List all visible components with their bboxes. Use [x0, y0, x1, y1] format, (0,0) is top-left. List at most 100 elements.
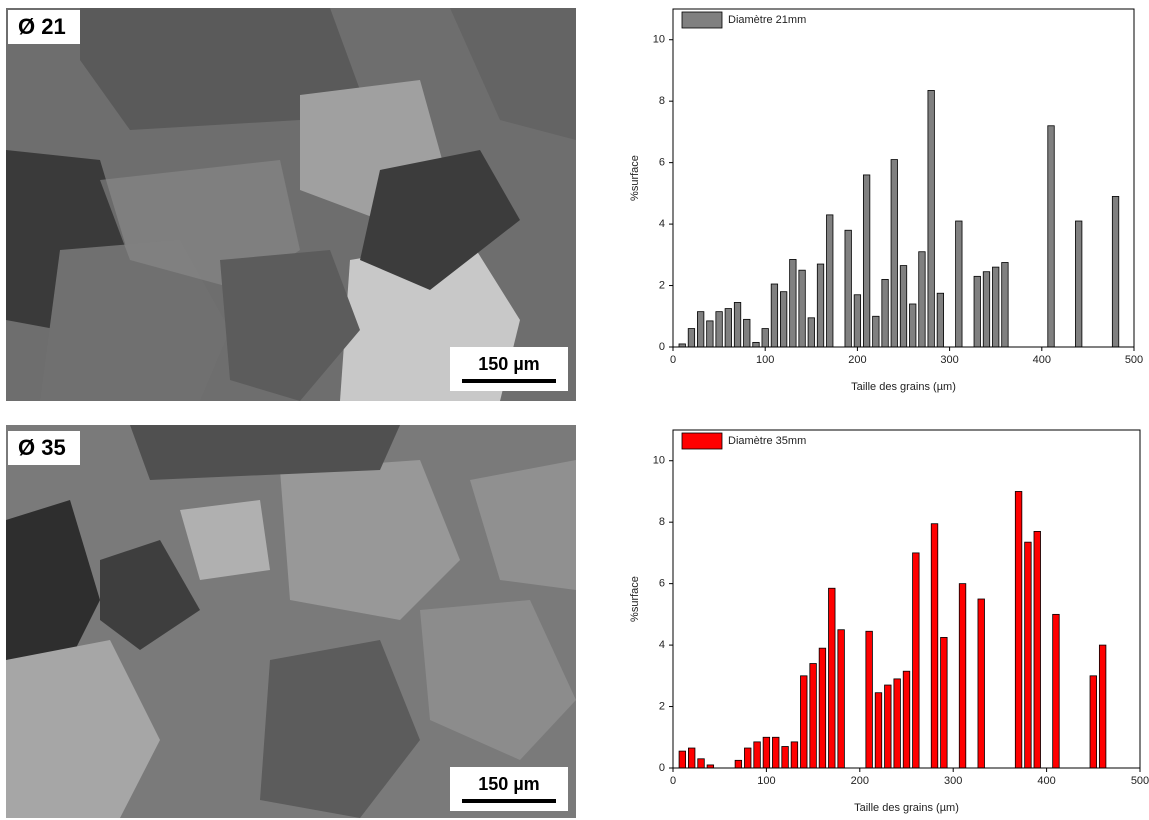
bar — [761, 328, 769, 348]
bar — [918, 251, 926, 348]
y-tick-label: 2 — [659, 700, 665, 712]
legend-swatch — [681, 432, 723, 450]
y-tick-label: 0 — [659, 762, 665, 774]
bar — [706, 320, 714, 348]
bar — [844, 229, 852, 348]
bar — [789, 259, 797, 348]
bar — [890, 159, 898, 348]
bar — [874, 692, 883, 769]
plot-frame — [672, 8, 1135, 348]
bar — [1047, 125, 1055, 348]
bar — [1001, 262, 1009, 348]
y-axis-label: %surface — [629, 576, 641, 622]
bar — [977, 598, 985, 769]
scale-bar-label: 150 µm — [478, 354, 539, 374]
bar — [881, 278, 889, 348]
scale-box — [450, 347, 568, 391]
bar — [862, 174, 871, 348]
bar — [762, 736, 771, 769]
bar — [872, 315, 880, 348]
bar — [752, 341, 760, 348]
x-tick-label: 500 — [1125, 354, 1143, 366]
x-tick-label: 0 — [670, 354, 676, 366]
bar — [1033, 531, 1041, 769]
bar — [798, 269, 806, 348]
bar — [973, 275, 981, 348]
bar — [1075, 220, 1083, 348]
x-tick-label: 100 — [757, 775, 775, 787]
bar — [837, 629, 845, 769]
x-axis-label: Taille des grains (µm) — [851, 381, 956, 393]
x-tick-label: 300 — [940, 354, 958, 366]
micrograph — [6, 8, 576, 401]
panel-label: Ø 35 — [18, 435, 66, 460]
bar — [982, 271, 991, 348]
label-box — [8, 431, 80, 465]
y-tick-label: 8 — [659, 516, 665, 528]
bar — [678, 750, 687, 769]
bar — [940, 637, 948, 769]
bar — [697, 758, 705, 769]
y-tick-label: 8 — [659, 95, 665, 107]
bar — [893, 678, 901, 769]
bar — [1014, 491, 1023, 769]
bar — [958, 583, 967, 769]
bar — [790, 741, 799, 769]
bar — [909, 303, 917, 348]
bar — [930, 523, 939, 769]
bar — [809, 663, 817, 769]
panel-label: Ø 21 — [18, 14, 66, 39]
y-tick-label: 6 — [659, 578, 665, 590]
bar — [853, 294, 862, 348]
bar — [800, 675, 808, 769]
bar — [816, 263, 825, 348]
legend-label: Diamètre 21mm — [728, 14, 806, 26]
y-tick-label: 4 — [659, 639, 665, 651]
bar — [826, 214, 834, 348]
x-tick-label: 500 — [1131, 775, 1149, 787]
x-tick-label: 400 — [1033, 354, 1051, 366]
x-tick-label: 300 — [944, 775, 962, 787]
scale-box — [450, 767, 568, 811]
bar — [955, 220, 963, 348]
y-axis-label: %surface — [629, 155, 641, 201]
x-tick-label: 400 — [1037, 775, 1055, 787]
bar — [902, 670, 911, 769]
x-tick-label: 200 — [848, 354, 866, 366]
bar — [1111, 196, 1120, 348]
legend-swatch — [681, 11, 723, 29]
bar — [884, 684, 892, 769]
bar — [724, 308, 732, 348]
bar — [899, 265, 908, 348]
y-tick-label: 0 — [659, 341, 665, 353]
x-axis-label: Taille des grains (µm) — [854, 802, 959, 814]
x-tick-label: 0 — [670, 775, 676, 787]
bar — [1089, 675, 1097, 769]
bar — [734, 759, 743, 769]
label-box — [8, 10, 80, 44]
bar — [772, 736, 780, 769]
bar — [807, 317, 815, 348]
plot-frame — [672, 429, 1141, 769]
bar — [1098, 644, 1107, 769]
bar — [828, 587, 836, 769]
bar — [688, 747, 696, 769]
scale-bar — [462, 799, 556, 803]
bar — [936, 292, 945, 348]
bar — [744, 747, 752, 769]
micrograph — [6, 425, 576, 818]
x-tick-label: 200 — [851, 775, 869, 787]
bar — [818, 647, 827, 769]
y-tick-label: 6 — [659, 157, 665, 169]
x-tick-label: 100 — [756, 354, 774, 366]
bar — [912, 552, 920, 769]
y-tick-label: 10 — [653, 34, 665, 46]
bar — [753, 741, 761, 769]
bar — [927, 90, 935, 348]
y-tick-label: 2 — [659, 279, 665, 291]
bar — [781, 746, 789, 769]
bar — [687, 328, 696, 348]
bar — [780, 291, 788, 348]
